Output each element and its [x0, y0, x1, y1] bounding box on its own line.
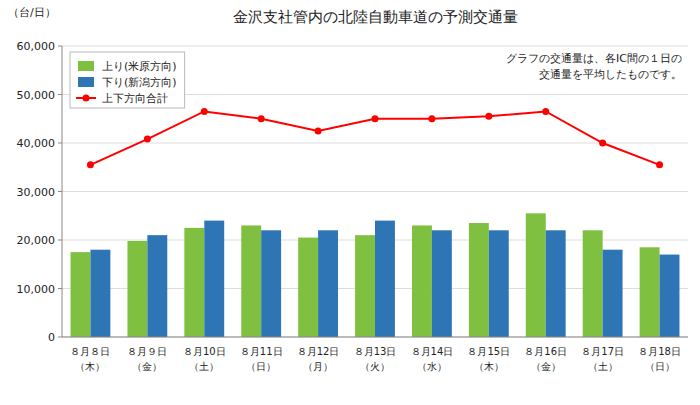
- y-tick-label: 20,000: [17, 234, 56, 247]
- y-tick-label: 50,000: [17, 89, 56, 102]
- legend-label: 上り(米原方向): [102, 60, 177, 73]
- grid-line: [62, 191, 688, 192]
- y-axis-label: （台/日）: [8, 6, 56, 19]
- annotation: グラフの交通量は、各IC間の１日の交通量を平均したものです。: [506, 52, 682, 81]
- line-marker: [87, 161, 94, 168]
- line-marker: [258, 115, 265, 122]
- bar: [298, 238, 318, 337]
- bar: [375, 221, 395, 337]
- bar: [583, 230, 603, 337]
- line-marker: [542, 108, 549, 115]
- bar: [546, 230, 566, 337]
- x-tick-label: ８月９日（金）: [127, 346, 167, 372]
- x-axis: [62, 337, 688, 338]
- legend-label: 上下方向合計: [102, 92, 168, 105]
- bar: [355, 235, 375, 337]
- title: 金沢支社管内の北陸自動車道の予測交通量: [233, 8, 518, 26]
- line: [90, 111, 659, 164]
- y-axis: [62, 46, 63, 337]
- y-tick: [58, 94, 62, 95]
- grid: [62, 46, 688, 337]
- legend-box: [70, 52, 185, 108]
- y-tick-label: 60,000: [17, 40, 56, 53]
- x-tick-label: ８月13日（火）: [354, 346, 397, 372]
- x-tick-label: ８月16日（金）: [524, 346, 567, 372]
- y-tick: [58, 46, 62, 47]
- bar: [71, 252, 91, 337]
- line-marker: [656, 161, 663, 168]
- data-layer: [71, 108, 680, 337]
- legend-label: 下り(新潟方向): [102, 76, 177, 89]
- bar: [318, 230, 338, 337]
- bar: [261, 230, 281, 337]
- y-tick: [58, 191, 62, 192]
- x-tick-label: ８月17日（土）: [581, 346, 624, 372]
- bar: [432, 230, 452, 337]
- y-tick-label: 10,000: [17, 283, 56, 296]
- y-tick: [58, 337, 62, 338]
- bar: [469, 223, 489, 337]
- line-marker: [315, 127, 322, 134]
- y-tick: [58, 143, 62, 144]
- y-tick: [58, 288, 62, 289]
- y-tick: [58, 240, 62, 241]
- grid-line: [62, 337, 688, 338]
- bar: [90, 250, 110, 337]
- line-marker: [428, 115, 435, 122]
- line-marker: [485, 113, 492, 120]
- x-tick-label: ８月12日（月）: [297, 346, 340, 372]
- x-tick-label: ８月18日（日）: [638, 346, 681, 372]
- plot-area: [62, 46, 688, 337]
- bar: [526, 213, 546, 337]
- bar: [147, 235, 167, 337]
- bar: [241, 225, 261, 337]
- grid-line: [62, 143, 688, 144]
- legend: 上り(米原方向) 下り(新潟方向) 上下方向合計: [70, 52, 185, 108]
- legend-swatch: [78, 61, 94, 71]
- x-tick-label: ８月14日（水）: [411, 346, 454, 372]
- legend-swatch: [78, 77, 94, 87]
- line-marker: [201, 108, 208, 115]
- x-tick-label: ８月８日（木）: [70, 346, 110, 372]
- bar: [184, 228, 204, 337]
- x-tick-label: ８月10日（土）: [183, 346, 226, 372]
- bar: [127, 241, 147, 337]
- y-tick-label: 0: [48, 331, 55, 344]
- line-marker: [599, 140, 606, 147]
- line-marker: [372, 115, 379, 122]
- bar: [489, 230, 509, 337]
- y-tick-label: 40,000: [17, 137, 56, 150]
- bar: [640, 247, 660, 337]
- x-tick-label: ８月11日（日）: [240, 346, 283, 372]
- chart: 金沢支社管内の北陸自動車道の予測交通量 （台/日） 0 10,000 20,000 30,…: [0, 0, 700, 405]
- x-tick-label: ８月15日（木）: [467, 346, 510, 372]
- grid-line: [62, 46, 688, 47]
- legend-marker: [83, 95, 90, 102]
- bar: [660, 255, 680, 337]
- bar: [603, 250, 623, 337]
- line-marker: [144, 136, 151, 143]
- bar: [204, 221, 224, 337]
- bar: [412, 225, 432, 337]
- y-tick-label: 30,000: [17, 186, 56, 199]
